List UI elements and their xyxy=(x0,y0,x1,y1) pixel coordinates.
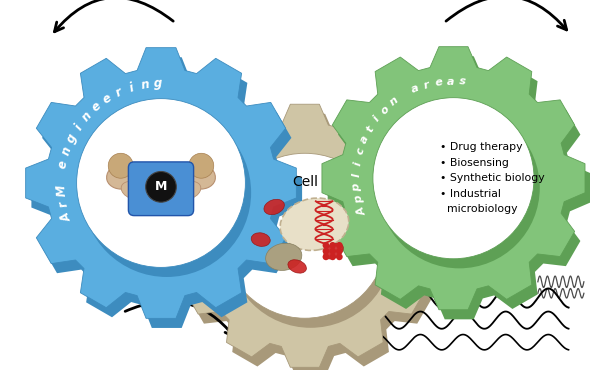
Ellipse shape xyxy=(288,260,306,273)
Text: n: n xyxy=(388,95,400,108)
Text: i: i xyxy=(72,122,85,132)
Text: r: r xyxy=(57,200,70,208)
Polygon shape xyxy=(31,57,302,328)
Text: e: e xyxy=(56,159,70,169)
Text: M: M xyxy=(55,185,69,197)
Text: M: M xyxy=(155,180,167,194)
Text: n: n xyxy=(140,77,150,92)
Circle shape xyxy=(323,248,329,255)
Text: a: a xyxy=(358,134,371,145)
Text: e: e xyxy=(89,100,104,115)
Ellipse shape xyxy=(108,153,133,178)
Text: c: c xyxy=(355,147,366,156)
Text: p: p xyxy=(352,183,362,192)
Circle shape xyxy=(329,242,336,249)
Circle shape xyxy=(76,99,246,268)
Text: l: l xyxy=(352,173,362,178)
Text: A: A xyxy=(60,211,75,223)
Text: e: e xyxy=(434,77,443,88)
Ellipse shape xyxy=(265,243,302,270)
Circle shape xyxy=(329,248,336,255)
Ellipse shape xyxy=(264,199,284,215)
Text: s: s xyxy=(459,77,467,87)
Text: t: t xyxy=(364,124,376,134)
Text: a: a xyxy=(447,76,455,87)
Circle shape xyxy=(222,153,387,318)
Text: i: i xyxy=(372,114,382,124)
Text: • Drug therapy
• Biosensing
• Synthetic biology
• Industrial
  microbiology: • Drug therapy • Biosensing • Synthetic … xyxy=(440,142,545,214)
Text: A: A xyxy=(356,206,368,217)
Text: n: n xyxy=(59,145,74,157)
Ellipse shape xyxy=(179,162,216,189)
Text: Cell: Cell xyxy=(292,175,318,189)
FancyBboxPatch shape xyxy=(128,162,194,216)
Text: p: p xyxy=(353,195,365,205)
Text: g: g xyxy=(154,77,163,90)
Polygon shape xyxy=(322,47,585,310)
Polygon shape xyxy=(327,56,591,319)
Text: r: r xyxy=(114,85,125,100)
Circle shape xyxy=(146,172,176,202)
Text: o: o xyxy=(379,104,391,116)
Circle shape xyxy=(373,98,534,259)
Text: r: r xyxy=(423,80,430,91)
Circle shape xyxy=(323,242,329,249)
Text: n: n xyxy=(79,109,95,124)
Circle shape xyxy=(228,163,393,328)
Polygon shape xyxy=(173,104,436,367)
Polygon shape xyxy=(179,114,442,370)
Ellipse shape xyxy=(280,198,349,250)
Circle shape xyxy=(336,253,343,260)
Text: e: e xyxy=(101,91,114,107)
Circle shape xyxy=(329,253,336,260)
Ellipse shape xyxy=(175,181,201,200)
Circle shape xyxy=(323,253,329,260)
Circle shape xyxy=(336,242,343,249)
Polygon shape xyxy=(26,48,296,318)
Text: i: i xyxy=(128,81,135,94)
Ellipse shape xyxy=(251,233,270,246)
Circle shape xyxy=(379,107,540,268)
Ellipse shape xyxy=(107,162,143,189)
Text: g: g xyxy=(64,132,79,145)
Text: a: a xyxy=(410,83,421,95)
Ellipse shape xyxy=(189,153,214,178)
Circle shape xyxy=(336,248,343,255)
Text: i: i xyxy=(353,161,363,166)
Ellipse shape xyxy=(121,181,147,200)
Ellipse shape xyxy=(324,243,343,259)
Circle shape xyxy=(82,108,251,277)
